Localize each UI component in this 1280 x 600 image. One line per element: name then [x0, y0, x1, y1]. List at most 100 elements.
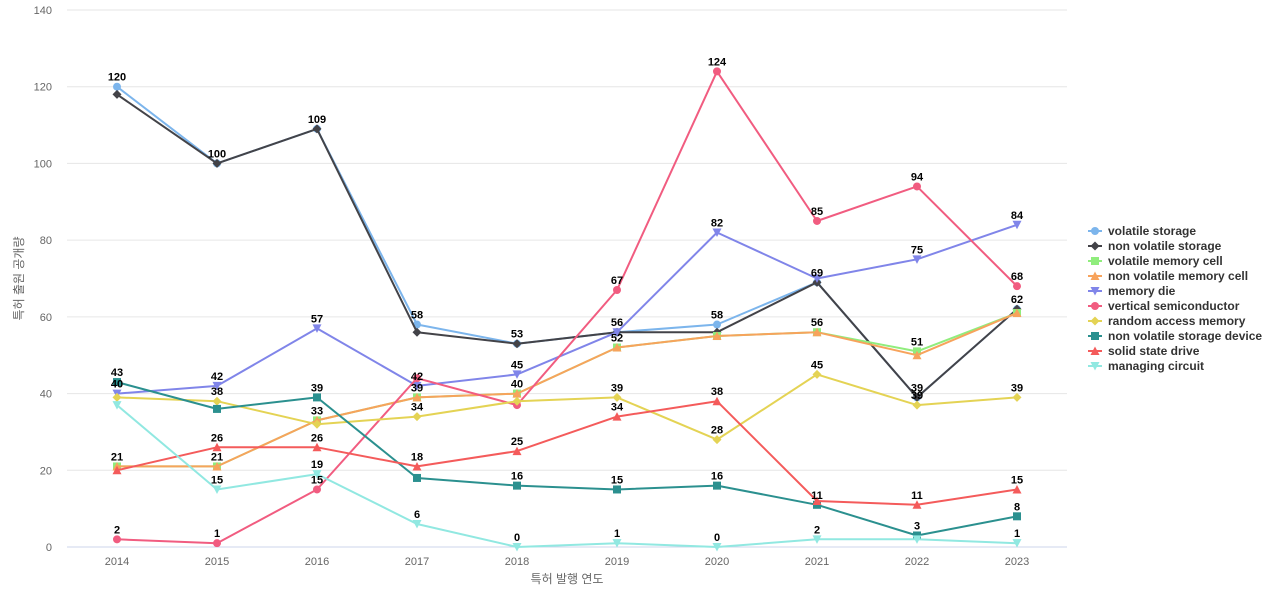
legend-item[interactable]: memory die: [1088, 284, 1176, 298]
data-point: [913, 182, 921, 191]
data-point: [612, 392, 622, 402]
data-point: [1012, 484, 1022, 494]
data-point: [412, 392, 422, 402]
series-line: [116, 93, 1018, 399]
data-point: [112, 465, 122, 475]
data-point: [612, 343, 622, 352]
x-tick-label: 2022: [905, 556, 929, 568]
series-line: [117, 312, 1018, 468]
data-label: 2: [814, 524, 820, 536]
data-label: 39: [311, 382, 323, 394]
y-tick-label: 120: [34, 82, 52, 94]
data-label: 109: [308, 114, 326, 126]
series-memory-die: [112, 220, 1022, 399]
data-point: [1012, 392, 1022, 402]
x-axis-title: 특허 발행 연도: [531, 571, 604, 586]
data-point: [112, 89, 122, 99]
legend-item[interactable]: non volatile memory cell: [1088, 269, 1248, 283]
legend-item[interactable]: non volatile storage: [1088, 239, 1222, 253]
y-tick-label: 40: [40, 389, 52, 401]
legend-item[interactable]: managing circuit: [1088, 359, 1204, 373]
legend-item[interactable]: solid state drive: [1088, 344, 1200, 358]
data-label: 34: [611, 402, 624, 414]
data-point: [1012, 220, 1022, 230]
data-label: 16: [511, 471, 523, 483]
data-point: [612, 412, 622, 421]
series-line: [116, 373, 1018, 441]
x-tick-label: 2015: [205, 556, 229, 568]
x-tick-label: 2017: [405, 556, 429, 568]
data-label: 45: [511, 359, 523, 371]
x-tick-label: 2014: [105, 556, 129, 568]
gridlines: [67, 9, 1067, 548]
data-label: 25: [511, 436, 523, 448]
y-tick-label: 80: [40, 235, 52, 247]
x-tick-label: 2020: [705, 556, 729, 568]
data-point: [312, 442, 322, 452]
data-point: [812, 535, 822, 544]
data-point: [713, 67, 721, 76]
data-label: 94: [911, 171, 924, 183]
data-point: [612, 328, 622, 337]
data-point: [713, 481, 721, 490]
legend-item[interactable]: volatile storage: [1088, 224, 1196, 238]
series-line: [116, 70, 1018, 545]
data-point: [912, 350, 922, 360]
data-label: 15: [211, 474, 223, 486]
data-point: [313, 393, 321, 402]
data-point: [813, 216, 821, 225]
data-point: [612, 539, 622, 548]
series-solid-state-drive: [112, 396, 1022, 509]
data-point: [712, 228, 722, 237]
x-tick-label: 2019: [605, 556, 629, 568]
data-point: [613, 485, 621, 494]
data-point: [812, 274, 822, 283]
data-point: [312, 470, 322, 479]
data-point: [412, 412, 422, 422]
legend-label: vertical semiconductor: [1108, 299, 1240, 313]
legend-item[interactable]: vertical semiconductor: [1088, 299, 1240, 313]
legend-label: random access memory: [1108, 314, 1246, 328]
data-label: 6: [414, 509, 420, 521]
legend-item[interactable]: volatile memory cell: [1088, 254, 1223, 268]
data-label: 45: [811, 359, 823, 371]
series-line: [116, 381, 1018, 537]
data-label: 38: [211, 386, 223, 398]
legend-marker-icon: [1090, 241, 1100, 251]
data-point: [213, 404, 221, 413]
data-label: 58: [411, 310, 423, 322]
legend-item[interactable]: non volatile storage device: [1088, 329, 1262, 343]
data-label: 40: [111, 379, 123, 391]
data-label: 67: [611, 275, 623, 287]
data-point: [1012, 539, 1022, 548]
data-label: 85: [811, 206, 823, 218]
data-point: [912, 392, 922, 402]
data-label: 0: [714, 532, 720, 544]
series-line: [116, 85, 1018, 399]
series-non-volatile-storage-device: [113, 378, 1021, 540]
data-point: [412, 327, 422, 337]
legend-label: memory die: [1108, 284, 1176, 298]
data-label: 26: [211, 432, 223, 444]
x-tick-label: 2016: [305, 556, 329, 568]
data-label: 58: [711, 310, 723, 322]
data-point: [613, 286, 621, 295]
series-random-access-memory: [112, 369, 1022, 445]
legend-item[interactable]: random access memory: [1088, 314, 1246, 328]
data-label: 15: [611, 474, 623, 486]
data-point: [212, 381, 222, 391]
data-label: 56: [811, 317, 823, 329]
series-line: [117, 312, 1018, 468]
legend-marker-icon: [1090, 346, 1100, 355]
legend-label: non volatile memory cell: [1108, 269, 1248, 283]
data-label: 19: [311, 459, 323, 471]
data-point: [912, 400, 922, 410]
data-point: [212, 485, 222, 494]
x-tick-label: 2023: [1005, 556, 1029, 568]
legend-marker-icon: [1091, 302, 1099, 310]
data-label: 1: [1014, 528, 1020, 540]
x-tick-label: 2021: [805, 556, 829, 568]
legend-marker-icon: [1090, 287, 1100, 296]
